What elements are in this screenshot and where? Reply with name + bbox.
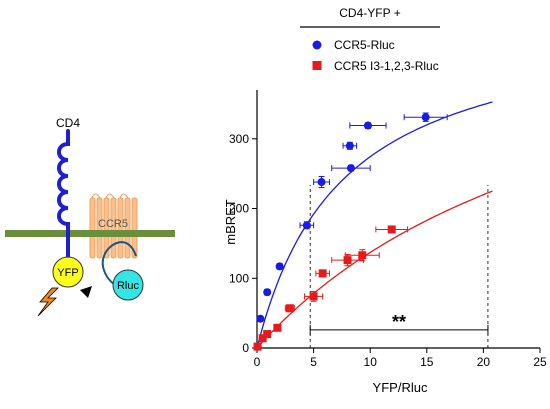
data-point: [364, 122, 372, 130]
legend-label-ccr5: CCR5-Rluc: [334, 38, 395, 52]
x-tick-label: 0: [254, 355, 261, 369]
lightning-bolt-icon: [38, 288, 58, 316]
data-point: [422, 113, 430, 121]
plot-area: [254, 102, 493, 351]
data-point: [318, 178, 326, 186]
data-point: [254, 343, 262, 351]
cd4-molecule-icon: [59, 131, 68, 258]
data-point: [388, 225, 396, 233]
data-point: [344, 256, 352, 264]
energy-transfer-arrow-icon: [80, 286, 92, 298]
y-tick-label: 0: [242, 341, 249, 355]
data-point: [346, 142, 354, 150]
data-point: [319, 269, 327, 277]
legend-marker-ccr5: [313, 41, 322, 50]
data-point: [310, 292, 318, 300]
ccr5-label: CCR5: [98, 218, 128, 230]
x-tick-label: 10: [364, 355, 378, 369]
legend-marker-ccr5-i3: [313, 61, 322, 70]
data-point: [358, 251, 366, 259]
data-point: [276, 262, 284, 270]
data-point: [303, 221, 311, 229]
series-0: [254, 102, 493, 351]
x-tick-label: 25: [533, 355, 547, 369]
data-point: [347, 164, 355, 172]
legend: CD4-YFP + CCR5-Rluc CCR5 I3-1,2,3-Rluc: [300, 6, 440, 73]
data-point: [263, 288, 271, 296]
legend-title: CD4-YFP +: [339, 6, 400, 20]
x-tick-label: 5: [310, 355, 317, 369]
data-point: [273, 324, 281, 332]
legend-label-ccr5-i3: CCR5 I3-1,2,3-Rluc: [334, 59, 439, 73]
significance-label: **: [392, 312, 406, 332]
x-tick-label: 15: [420, 355, 434, 369]
cd4-label: CD4: [56, 116, 80, 130]
y-tick-label: 300: [229, 132, 249, 146]
fit-curve: [257, 191, 493, 348]
data-point: [263, 330, 271, 338]
rluc-label: Rluc: [117, 280, 140, 292]
y-axis-label: mBRET: [223, 199, 238, 245]
x-axis-label: YFP/Rluc: [373, 380, 428, 395]
yfp-label: YFP: [57, 267, 78, 279]
cell-membrane: [5, 230, 175, 237]
schematic-diagram: CD4 CCR5 YFP Rluc: [5, 116, 175, 316]
series-1: [254, 191, 493, 351]
x-tick-label: 20: [477, 355, 491, 369]
data-point: [286, 304, 294, 312]
data-point: [256, 315, 264, 323]
y-tick-label: 100: [229, 271, 249, 285]
